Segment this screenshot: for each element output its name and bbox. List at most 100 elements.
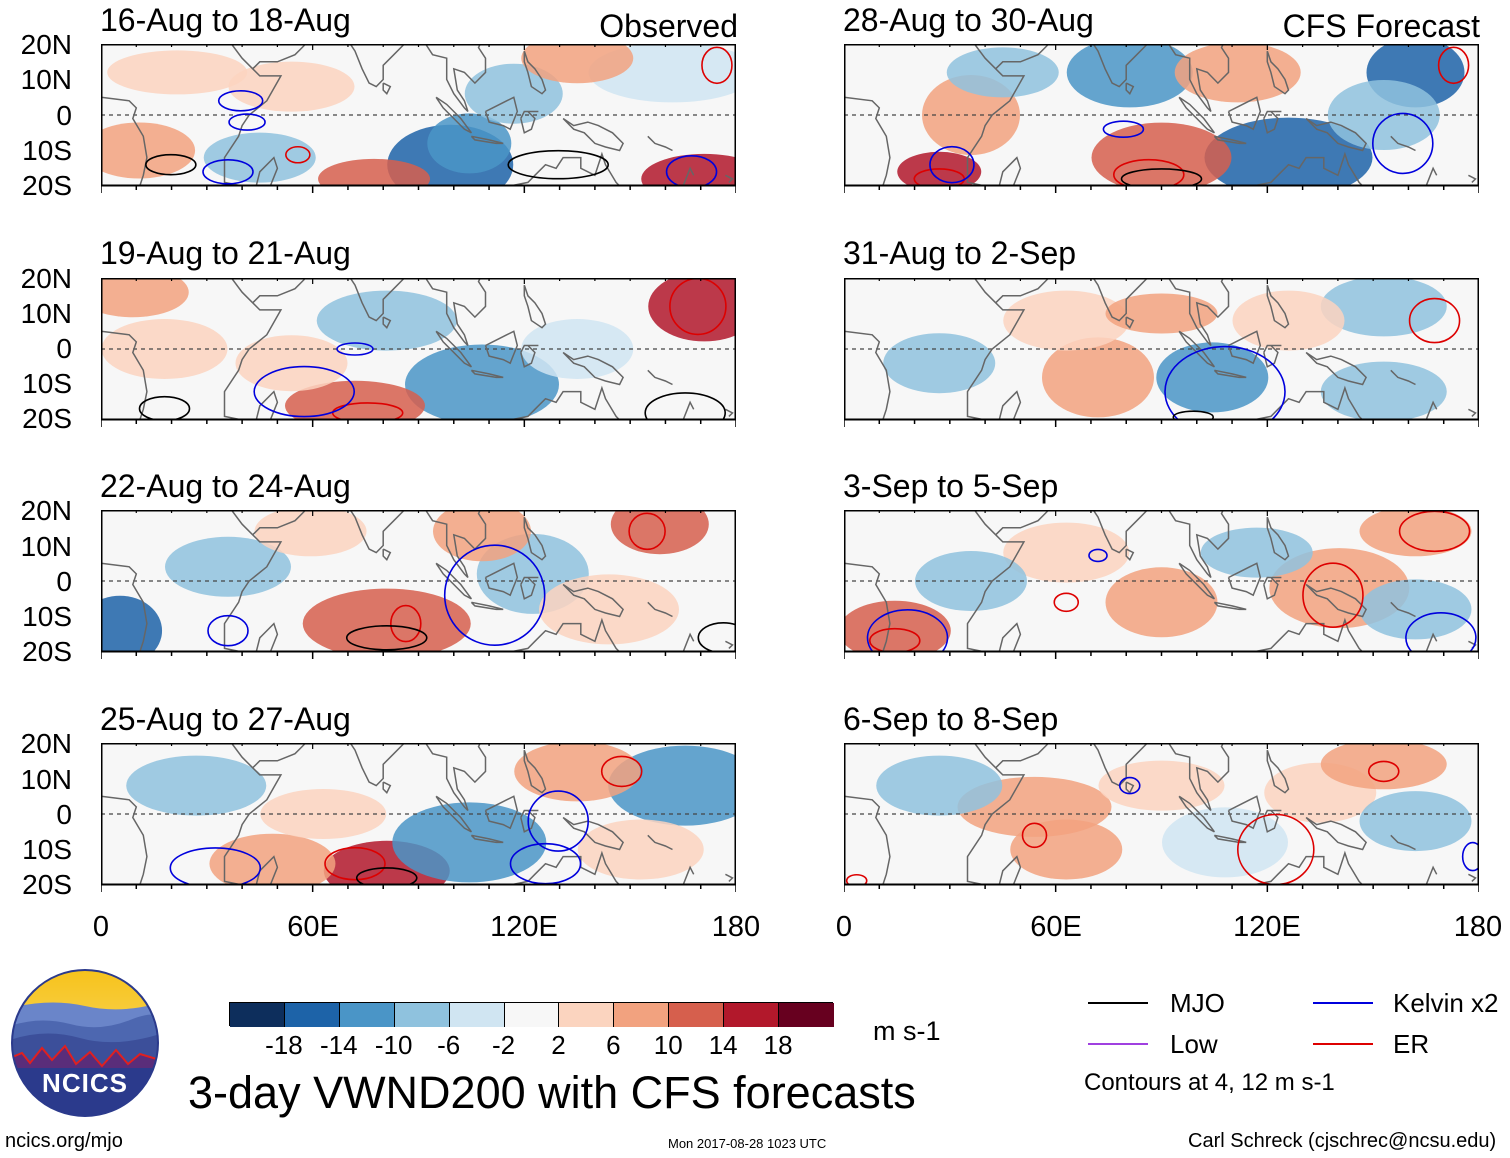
coastline bbox=[998, 855, 1022, 885]
y-label: 0 bbox=[56, 333, 72, 364]
coastline bbox=[223, 743, 283, 885]
coastline bbox=[1076, 743, 1148, 787]
anomaly-shading bbox=[107, 50, 248, 95]
coastline bbox=[1266, 284, 1290, 329]
coastline bbox=[966, 44, 1026, 186]
colorbar-tick-label: -10 bbox=[374, 1030, 413, 1060]
legend-label: ER bbox=[1393, 1029, 1430, 1059]
anomaly-shading bbox=[1010, 819, 1123, 880]
colorbar-tick-label: 6 bbox=[606, 1030, 621, 1060]
y-label: 10N bbox=[20, 298, 72, 329]
coastline bbox=[1266, 50, 1290, 95]
anomaly-shading bbox=[1091, 122, 1232, 186]
map-svg bbox=[844, 510, 1479, 659]
map-panel bbox=[101, 743, 736, 892]
wave-contour bbox=[169, 847, 262, 885]
coastline bbox=[1178, 330, 1216, 368]
panel-title: 28-Aug to 30-Aug bbox=[843, 2, 1094, 38]
coastline bbox=[424, 510, 487, 579]
y-label: 0 bbox=[56, 799, 72, 830]
coastline bbox=[966, 743, 1026, 885]
anomaly-shading bbox=[260, 789, 387, 839]
legend-label: MJO bbox=[1170, 988, 1225, 1018]
anomaly-shading bbox=[1232, 290, 1345, 351]
wave-contour bbox=[1302, 562, 1364, 628]
anomaly-shading bbox=[318, 158, 431, 186]
coastline bbox=[1425, 865, 1438, 885]
coastline bbox=[1227, 96, 1262, 131]
x-label: 120E bbox=[490, 911, 558, 943]
map-svg bbox=[101, 44, 736, 193]
anomaly-shading bbox=[1320, 743, 1447, 790]
map-svg bbox=[844, 278, 1479, 427]
wave-contour bbox=[202, 159, 254, 185]
colorbar-cell bbox=[559, 1003, 615, 1027]
coastline bbox=[995, 278, 1050, 304]
footer-credit: Carl Schreck (cjschrec@ncsu.edu) bbox=[1188, 1130, 1497, 1152]
wave-contour bbox=[355, 867, 418, 885]
coastline bbox=[424, 278, 487, 347]
x-label: 0 bbox=[835, 911, 853, 943]
anomaly-shading bbox=[1320, 278, 1447, 337]
coastline bbox=[682, 166, 695, 186]
map-layer bbox=[101, 743, 736, 885]
colorbar-cell bbox=[779, 1003, 834, 1027]
coastline bbox=[1213, 834, 1247, 844]
coastline bbox=[255, 855, 279, 885]
anomaly-shading bbox=[392, 802, 547, 883]
x-label: 60E bbox=[287, 911, 339, 943]
anomaly-shading bbox=[1105, 567, 1218, 638]
map-layer bbox=[844, 44, 1479, 186]
anomaly-shading bbox=[1359, 510, 1472, 557]
y-label: 20N bbox=[20, 495, 72, 526]
coastline bbox=[1390, 135, 1416, 152]
wave-contour bbox=[345, 625, 428, 651]
map-svg bbox=[101, 743, 736, 892]
coastline bbox=[995, 743, 1050, 769]
wave-contour bbox=[1172, 410, 1215, 420]
observed-header: Observed bbox=[599, 8, 738, 44]
anomaly-shading bbox=[316, 290, 457, 351]
coastline bbox=[424, 743, 487, 812]
anomaly-shading bbox=[101, 122, 196, 179]
coastline bbox=[1213, 369, 1247, 379]
panel-title: 3-Sep to 5-Sep bbox=[843, 468, 1059, 504]
ncics-logo: NCICS bbox=[10, 968, 160, 1118]
colorbar-labels: -18 -14 -10 -6 -2 2 6 10 14 18 bbox=[229, 1032, 833, 1062]
y-label: 10N bbox=[20, 531, 72, 562]
wave-contour bbox=[285, 145, 311, 164]
colorbar-tick-label: 10 bbox=[653, 1030, 683, 1060]
coastline bbox=[333, 44, 405, 88]
anomaly-shading bbox=[521, 44, 634, 84]
coastline bbox=[725, 640, 734, 649]
colorbar-cell bbox=[669, 1003, 725, 1027]
colorbar-cell bbox=[614, 1003, 670, 1027]
wave-contour bbox=[1102, 120, 1145, 138]
colorbar bbox=[229, 1002, 834, 1027]
anomaly-shading bbox=[577, 819, 704, 880]
map-panel bbox=[844, 743, 1479, 892]
map-panel bbox=[101, 44, 736, 193]
wave-contour bbox=[1164, 345, 1286, 420]
wave-contour bbox=[145, 153, 197, 176]
anomaly-shading bbox=[1105, 293, 1218, 334]
wave-contour bbox=[701, 46, 733, 85]
x-label: 180 bbox=[711, 911, 761, 943]
coastline bbox=[1468, 873, 1477, 882]
wave-contour bbox=[697, 622, 736, 652]
x-label: 120E bbox=[1233, 911, 1301, 943]
coastline bbox=[1213, 601, 1247, 611]
legend-label: Kelvin x2 bbox=[1393, 988, 1499, 1018]
coastline bbox=[435, 96, 473, 134]
coastline bbox=[1425, 166, 1438, 186]
legend-swatch-er bbox=[1313, 1043, 1373, 1045]
coastline bbox=[1390, 601, 1416, 618]
map-layer bbox=[101, 44, 736, 186]
coastline bbox=[333, 278, 405, 322]
colorbar-cell bbox=[230, 1003, 285, 1027]
anomaly-shading bbox=[1359, 791, 1472, 852]
coastline bbox=[435, 330, 473, 368]
footer-timestamp: Mon 2017-08-28 1023 UTC bbox=[668, 1136, 827, 1151]
map-layer bbox=[101, 278, 736, 420]
x-label: 0 bbox=[92, 911, 110, 943]
